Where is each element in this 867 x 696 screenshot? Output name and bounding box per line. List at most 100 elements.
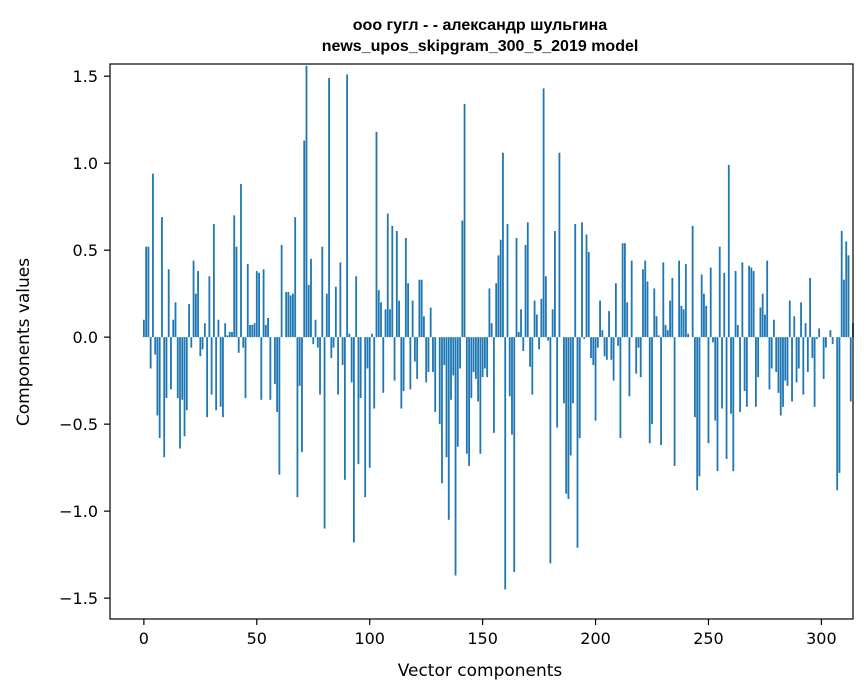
bar	[718, 246, 721, 338]
bar	[705, 305, 708, 338]
bar	[174, 302, 177, 338]
bar	[743, 337, 746, 392]
y-tick-label: −0.5	[59, 415, 98, 434]
bar	[572, 337, 574, 404]
y-tick-label: 0.5	[73, 241, 98, 260]
bar	[316, 337, 319, 348]
bar	[310, 258, 312, 338]
bar	[759, 307, 762, 338]
bar	[334, 286, 337, 338]
bar	[538, 337, 540, 350]
bar	[596, 337, 599, 348]
bar	[197, 271, 199, 338]
bar	[800, 302, 802, 338]
bar	[696, 337, 699, 491]
bar	[468, 337, 470, 466]
bar	[185, 337, 188, 411]
bar	[791, 337, 793, 402]
bar	[158, 337, 161, 439]
bar	[346, 74, 349, 338]
bar	[242, 337, 245, 348]
bar	[301, 337, 303, 452]
bar	[285, 291, 288, 338]
bar	[253, 323, 256, 338]
bar	[558, 152, 561, 338]
bar	[208, 276, 211, 338]
bar	[219, 337, 222, 407]
bar	[745, 337, 748, 407]
x-axis-label: Vector components	[398, 661, 563, 681]
bar	[741, 262, 744, 338]
bar	[673, 337, 676, 466]
bar	[355, 276, 358, 338]
bar	[278, 337, 281, 475]
bar	[526, 222, 529, 338]
bar	[328, 77, 330, 338]
bar	[199, 337, 202, 357]
bar	[402, 337, 405, 392]
bar	[210, 337, 213, 395]
bar	[165, 337, 168, 399]
bar	[639, 337, 642, 378]
bar	[192, 260, 195, 338]
bar	[305, 65, 308, 338]
bar	[793, 316, 796, 338]
bar	[172, 319, 175, 338]
bar	[703, 293, 705, 338]
bar	[246, 264, 249, 338]
bar	[477, 337, 480, 402]
bar	[377, 290, 380, 338]
bar	[684, 264, 687, 338]
bar	[700, 274, 703, 338]
bar	[240, 184, 242, 338]
bar	[413, 337, 416, 362]
bar	[341, 337, 344, 365]
bar	[761, 293, 764, 338]
bar	[531, 337, 534, 395]
bar	[461, 220, 464, 338]
bar	[716, 337, 719, 472]
bar	[768, 337, 771, 390]
bar	[646, 281, 649, 338]
bar	[418, 279, 421, 338]
bar	[515, 237, 518, 338]
bar	[529, 337, 531, 367]
bar	[721, 337, 723, 409]
bar	[145, 246, 148, 338]
bar	[459, 337, 461, 369]
bar	[499, 239, 502, 338]
bar	[463, 104, 466, 338]
y-tick-label: 1.0	[73, 154, 98, 173]
bar	[423, 316, 425, 338]
bar	[590, 337, 592, 359]
bar	[687, 333, 690, 338]
bar	[599, 300, 601, 338]
bar	[434, 337, 437, 412]
bar	[610, 337, 613, 360]
bar	[736, 324, 739, 338]
bar	[576, 337, 579, 548]
x-tick-label: 200	[580, 629, 611, 648]
bar	[393, 337, 396, 381]
bar	[707, 337, 710, 444]
bar	[395, 231, 398, 338]
bar	[556, 337, 559, 428]
bar	[264, 324, 267, 338]
bar	[666, 330, 669, 338]
bar	[797, 337, 800, 369]
bar	[714, 337, 717, 421]
bar	[452, 337, 455, 376]
y-tick-label: −1.0	[59, 502, 98, 521]
bar	[657, 335, 660, 338]
bar	[648, 337, 651, 444]
bar	[142, 319, 145, 338]
bar	[190, 337, 193, 348]
bar	[795, 337, 798, 383]
bar	[490, 323, 493, 338]
bar	[773, 319, 775, 338]
bar	[581, 222, 583, 338]
bar	[664, 324, 667, 338]
bar	[662, 262, 665, 338]
bar	[368, 337, 371, 468]
bar	[398, 300, 400, 338]
